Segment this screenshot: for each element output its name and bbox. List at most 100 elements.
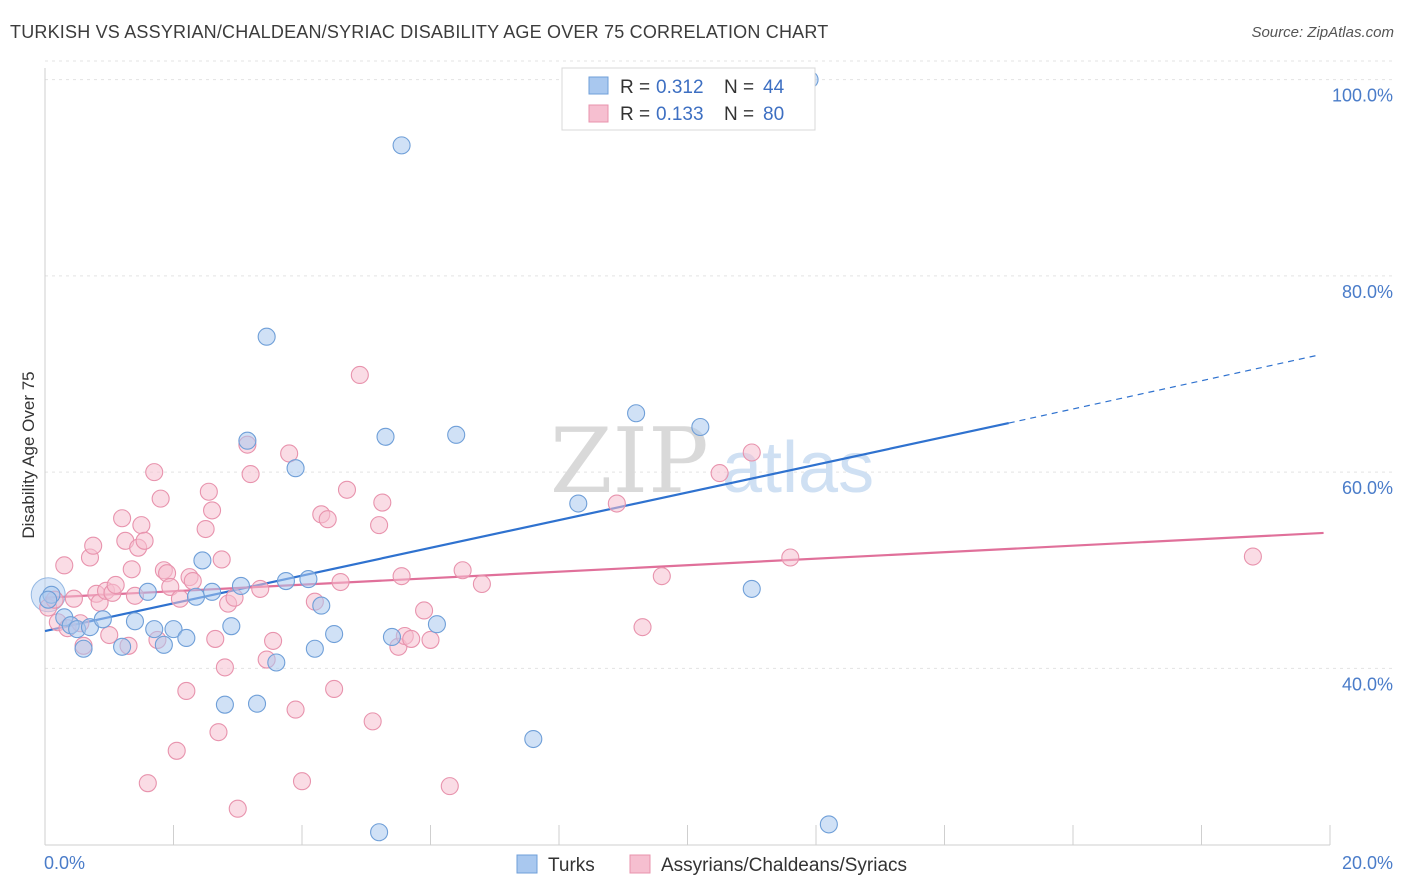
legend-swatch-turks xyxy=(588,76,609,95)
point-assyrians-41 xyxy=(212,550,231,569)
bottom-legend-swatch-turks xyxy=(516,854,538,874)
y-tick-label-1: 60.0% xyxy=(1342,478,1393,498)
point-assyrians-32 xyxy=(170,589,189,608)
point-turks-19 xyxy=(231,576,251,596)
point-assyrians-31 xyxy=(167,741,186,760)
point-assyrians-56 xyxy=(331,572,350,592)
point-assyrians-22 xyxy=(132,516,151,535)
point-assyrians-63 xyxy=(392,567,411,586)
point-turks-25 xyxy=(286,459,305,478)
y-tick-label-2: 80.0% xyxy=(1342,282,1393,302)
point-turks-10 xyxy=(145,620,164,639)
point-assyrians-55 xyxy=(325,679,344,699)
point-assyrians-47 xyxy=(251,579,270,598)
point-assyrians-9 xyxy=(84,536,103,555)
point-turks-33 xyxy=(392,136,411,155)
point-assyrians-19 xyxy=(122,560,141,579)
point-turks-4 xyxy=(74,639,93,658)
point-assyrians-74 xyxy=(710,464,729,483)
point-turks-35 xyxy=(447,425,466,444)
point-assyrians-67 xyxy=(421,630,440,649)
point-assyrians-44 xyxy=(228,799,247,818)
point-assyrians-52 xyxy=(292,772,312,791)
point-assyrians-25 xyxy=(145,463,164,482)
point-turks-31 xyxy=(376,427,395,446)
point-turks-11 xyxy=(154,635,173,654)
point-turks-40 xyxy=(742,579,761,598)
trend-line-turks-extension xyxy=(1008,354,1318,424)
legend-r-label-2: R = xyxy=(620,104,650,125)
chart-title: TURKISH VS ASSYRIAN/CHALDEAN/SYRIAC DISA… xyxy=(10,22,829,42)
point-assyrians-70 xyxy=(472,574,491,594)
legend-r-value-2: 0.133 xyxy=(656,104,704,125)
data-points xyxy=(30,70,1262,842)
point-turks-12 xyxy=(164,620,183,639)
point-assyrians-69 xyxy=(453,561,472,580)
legend-n-label-1: N = xyxy=(724,77,754,98)
point-turks-23 xyxy=(267,653,286,672)
legend-box: R = 0.312 N = 44 R = 0.133 N = 80 xyxy=(561,67,816,131)
point-assyrians-66 xyxy=(415,601,434,620)
point-turks-28 xyxy=(312,596,331,615)
point-assyrians-23 xyxy=(135,531,154,550)
point-assyrians-75 xyxy=(742,443,761,462)
bottom-legend-label-assyrians: Assyrians/Chaldeans/Syriacs xyxy=(661,855,907,876)
point-assyrians-49 xyxy=(264,631,283,650)
point-turks-13 xyxy=(177,628,196,648)
point-turks-38 xyxy=(627,404,646,423)
point-assyrians-51 xyxy=(286,700,305,719)
point-turks-16 xyxy=(203,582,222,601)
legend-n-value-2: 80 xyxy=(763,104,784,125)
point-assyrians-36 xyxy=(196,519,215,539)
point-turks-36 xyxy=(524,729,543,749)
point-assyrians-61 xyxy=(373,493,392,512)
point-assyrians-16 xyxy=(113,509,132,528)
point-turks-34 xyxy=(427,615,446,634)
point-assyrians-24 xyxy=(138,774,157,793)
point-assyrians-42 xyxy=(215,658,234,677)
y-tick-label-3: 100.0% xyxy=(1332,86,1393,106)
y-tick-labels: 40.0% 60.0% 80.0% 100.0% xyxy=(1332,86,1393,695)
point-assyrians-3 xyxy=(55,556,74,575)
point-assyrians-39 xyxy=(206,629,225,648)
point-assyrians-33 xyxy=(177,681,196,700)
legend-r-value-1: 0.312 xyxy=(656,77,704,98)
point-turks-43 xyxy=(39,590,58,609)
point-turks-14 xyxy=(186,587,206,606)
point-assyrians-73 xyxy=(652,567,671,586)
point-assyrians-72 xyxy=(633,618,652,637)
point-assyrians-38 xyxy=(203,501,222,520)
point-assyrians-27 xyxy=(151,489,170,508)
point-turks-18 xyxy=(222,617,241,636)
point-assyrians-68 xyxy=(440,777,459,796)
bottom-legend-label-turks: Turks xyxy=(548,855,595,876)
point-turks-15 xyxy=(193,551,212,570)
point-turks-27 xyxy=(305,639,324,658)
point-turks-29 xyxy=(325,624,344,644)
point-assyrians-30 xyxy=(161,577,180,596)
point-turks-9 xyxy=(138,582,157,601)
legend-swatch-assyrians xyxy=(588,104,609,123)
point-assyrians-15 xyxy=(106,575,125,595)
point-assyrians-71 xyxy=(607,494,626,513)
point-assyrians-5 xyxy=(64,589,83,608)
point-assyrians-54 xyxy=(318,510,337,529)
point-assyrians-60 xyxy=(370,516,389,535)
point-turks-30 xyxy=(370,823,389,842)
point-assyrians-58 xyxy=(350,365,369,385)
point-assyrians-57 xyxy=(337,480,357,499)
point-turks-39 xyxy=(691,417,710,437)
point-turks-22 xyxy=(257,327,276,346)
y-tick-label-0: 40.0% xyxy=(1342,674,1393,694)
point-turks-17 xyxy=(215,695,234,714)
point-turks-20 xyxy=(238,431,257,450)
source-label: Source: ZipAtlas.com xyxy=(1251,24,1394,41)
point-assyrians-46 xyxy=(241,465,260,484)
point-turks-42 xyxy=(819,815,838,834)
x-tick-label-min: 0.0% xyxy=(44,853,85,873)
legend-n-label-2: N = xyxy=(724,104,754,125)
point-turks-24 xyxy=(276,571,295,591)
gridlines xyxy=(45,60,1393,669)
point-turks-21 xyxy=(247,694,267,713)
